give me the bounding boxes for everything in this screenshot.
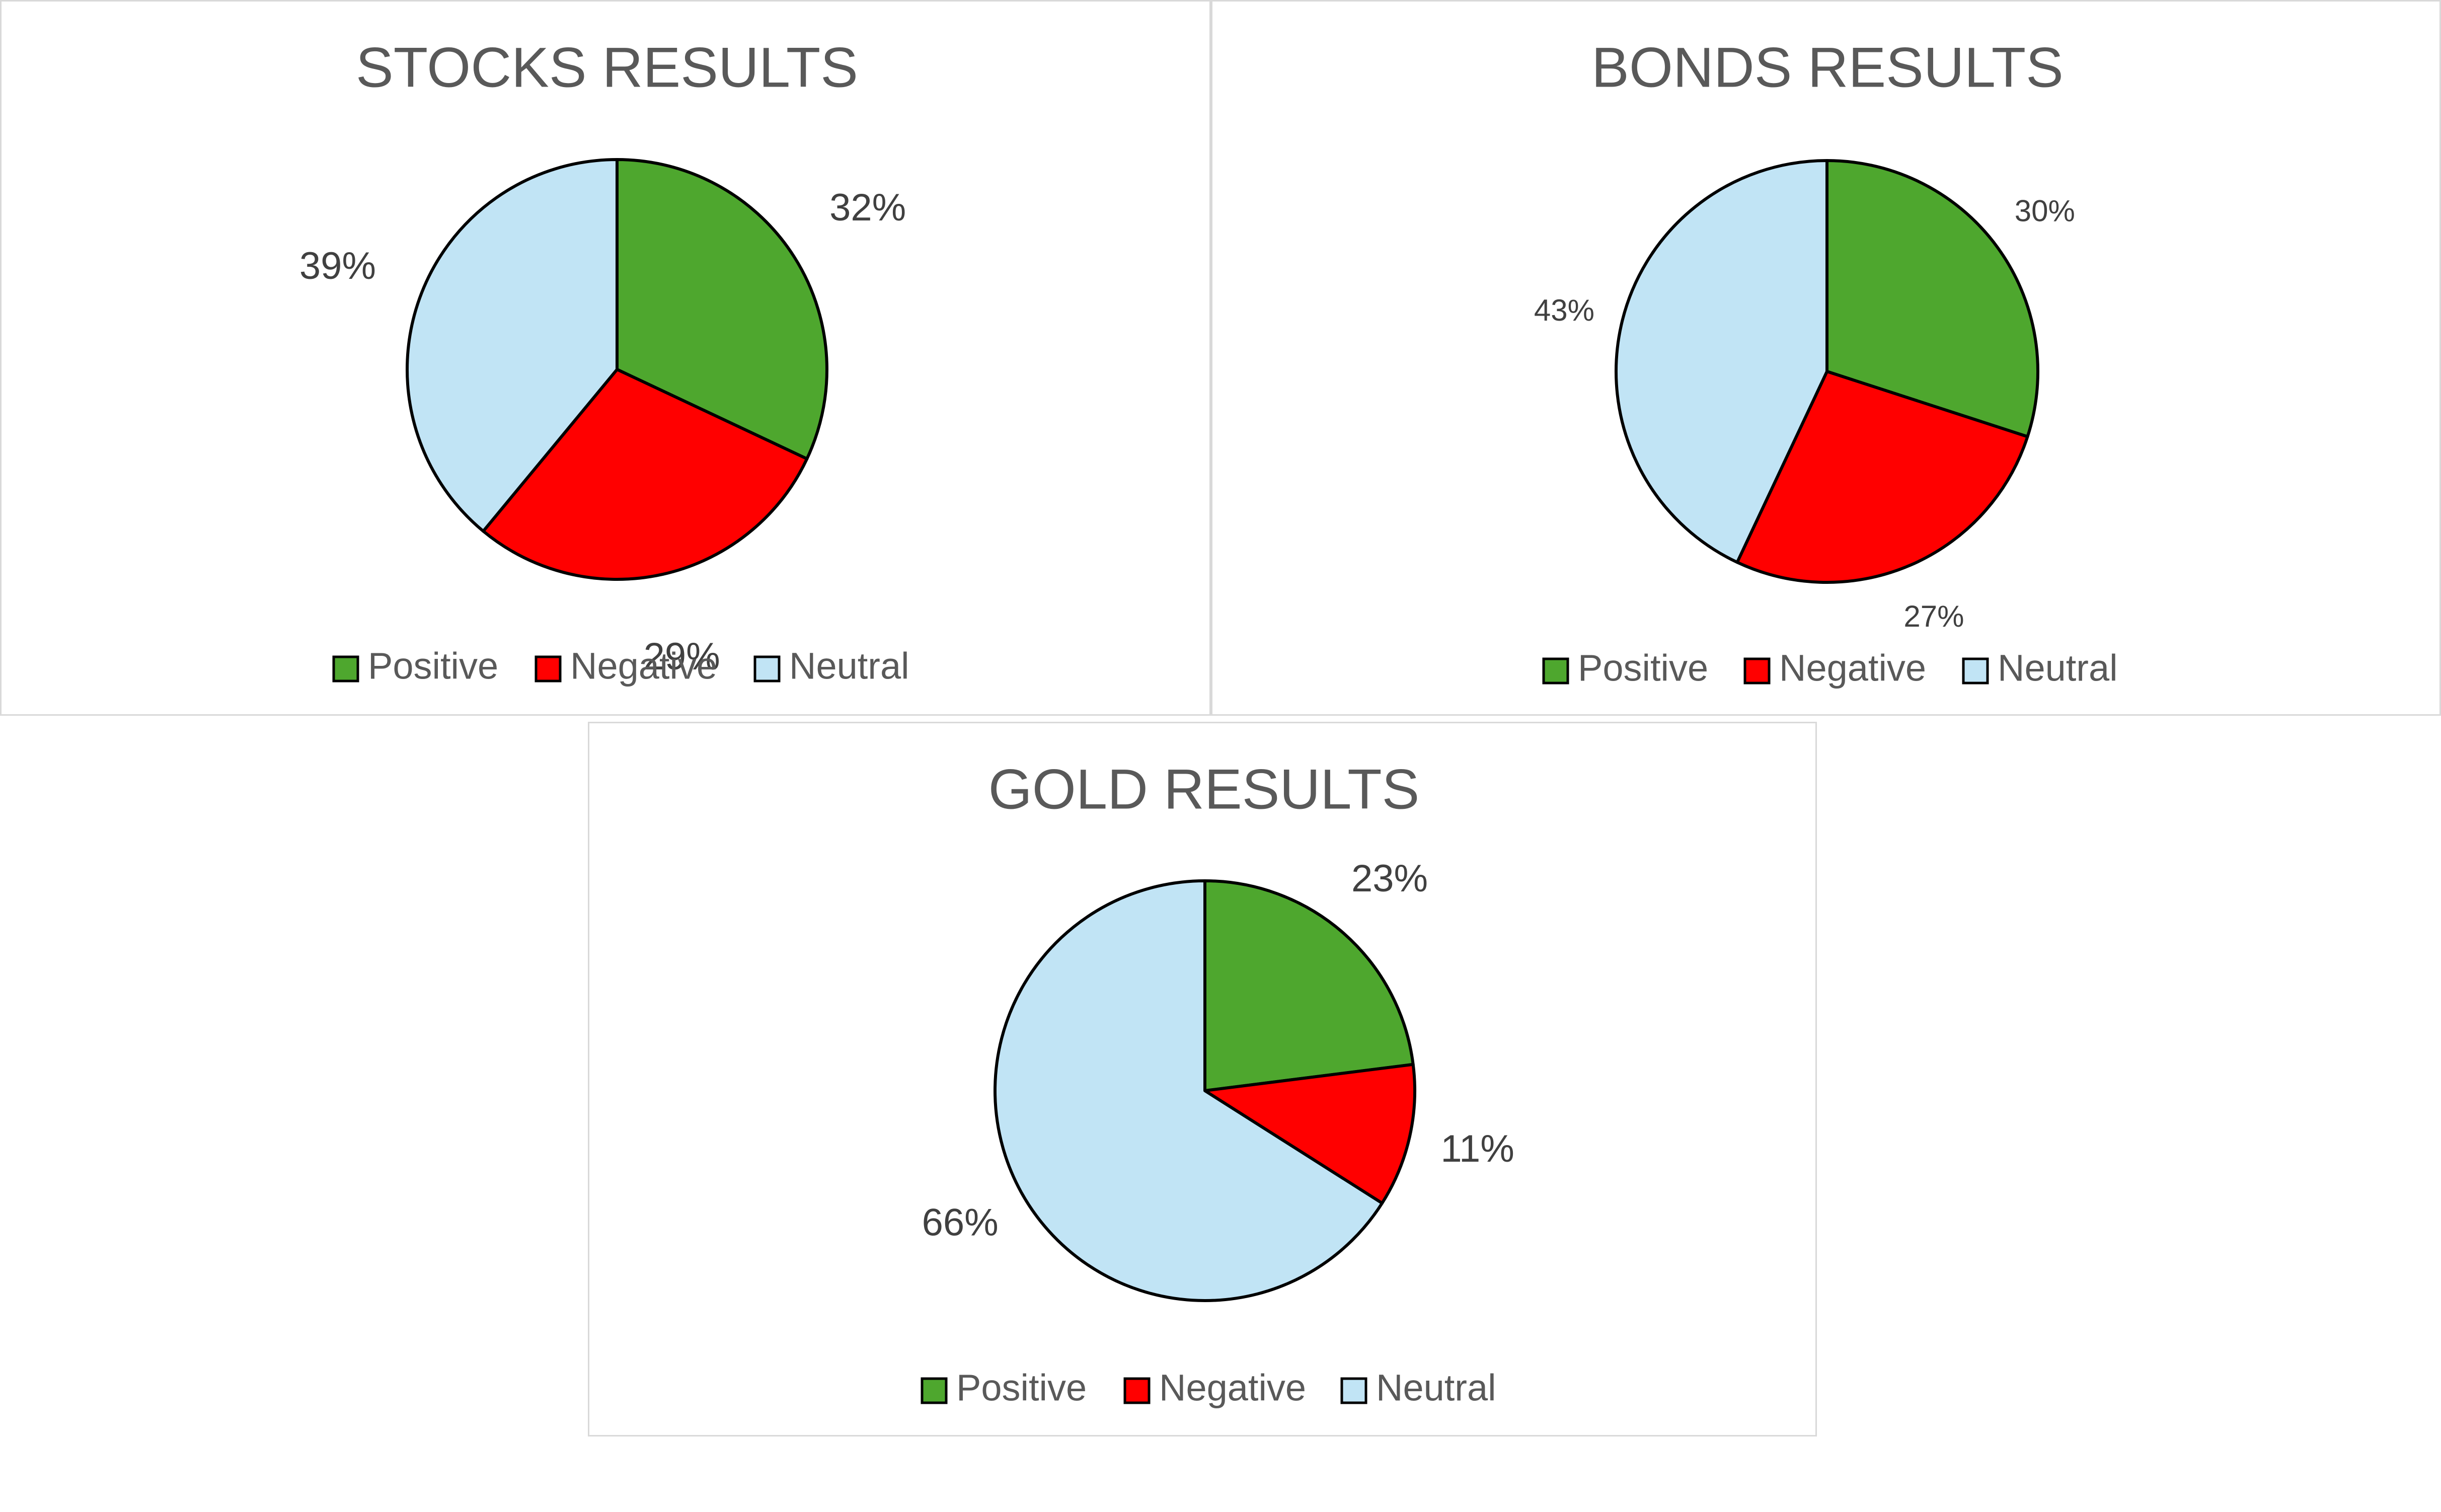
stocks-legend-label-neutral: Neutral xyxy=(789,645,909,687)
gold-data-label-negative: 11% xyxy=(1440,1127,1514,1170)
bonds-legend-label-positive: Positive xyxy=(1578,647,1708,689)
stocks-data-label-positive: 32% xyxy=(829,186,906,229)
bonds-data-label-positive: 30% xyxy=(2015,194,2075,228)
gold-data-label-positive: 23% xyxy=(1351,857,1428,900)
gold-legend-label-negative: Negative xyxy=(1159,1367,1306,1409)
stocks-slice-negative xyxy=(482,368,809,581)
gold-slice-positive xyxy=(1203,879,1415,1092)
bonds-chart-title: BONDS RESULTS xyxy=(1591,36,2064,99)
gold-legend-label-positive: Positive xyxy=(956,1367,1087,1409)
gold-pie-chart: GOLD RESULTS 23% 11% 66% Positive Negative Neu… xyxy=(921,758,1514,1409)
bonds-pie-chart: BONDS RESULTS 30% 27% 43% Positive Negative Ne… xyxy=(1534,36,2118,689)
stocks-legend-swatch-negative xyxy=(535,655,562,683)
gold-slice-neutral xyxy=(994,879,1384,1302)
gold-legend-swatch-neutral xyxy=(1340,1377,1367,1404)
bonds-legend-label-negative: Negative xyxy=(1779,647,1926,689)
stocks-chart-title: STOCKS RESULTS xyxy=(356,36,858,99)
gold-chart-title: GOLD RESULTS xyxy=(988,758,1420,821)
gold-legend-label-neutral: Neutral xyxy=(1376,1367,1496,1409)
stocks-legend-swatch-neutral xyxy=(753,655,781,683)
stocks-legend-swatch-positive xyxy=(332,655,359,683)
bonds-legend-swatch-negative xyxy=(1743,657,1771,685)
stocks-data-label-neutral: 39% xyxy=(299,245,376,287)
gold-slice-negative xyxy=(1203,1063,1416,1205)
bonds-data-label-negative: 27% xyxy=(1903,599,1964,633)
bonds-slice-negative xyxy=(1735,370,2029,584)
gold-legend-swatch-negative xyxy=(1123,1377,1151,1404)
bonds-legend-swatch-neutral xyxy=(1962,657,1989,685)
bonds-chart-panel: BONDS RESULTS 30% 27% 43% Positive Negative Ne… xyxy=(1211,0,2441,716)
stocks-pie-chart: STOCKS RESULTS 32% 29% 39% Positive Negative N… xyxy=(299,36,909,687)
stocks-chart-panel: STOCKS RESULTS 32% 29% 39% Positive Negative N… xyxy=(0,0,1211,716)
bonds-slice-neutral xyxy=(1615,159,1828,564)
bonds-legend-label-neutral: Neutral xyxy=(1998,647,2118,689)
bonds-slice-positive xyxy=(1825,159,2039,438)
bonds-legend-swatch-positive xyxy=(1542,657,1569,685)
bonds-data-label-neutral: 43% xyxy=(1534,293,1594,327)
stocks-slice-neutral xyxy=(406,158,619,533)
stocks-legend-label-positive: Positive xyxy=(368,645,498,687)
gold-data-label-neutral: 66% xyxy=(922,1201,999,1244)
gold-chart-panel: GOLD RESULTS 23% 11% 66% Positive Negative Neu… xyxy=(588,722,1817,1437)
stocks-data-label-negative: 29% xyxy=(644,635,720,678)
gold-legend-swatch-positive xyxy=(921,1377,948,1404)
stocks-slice-positive xyxy=(616,158,828,461)
stocks-legend-label-negative: Negative xyxy=(570,645,717,687)
